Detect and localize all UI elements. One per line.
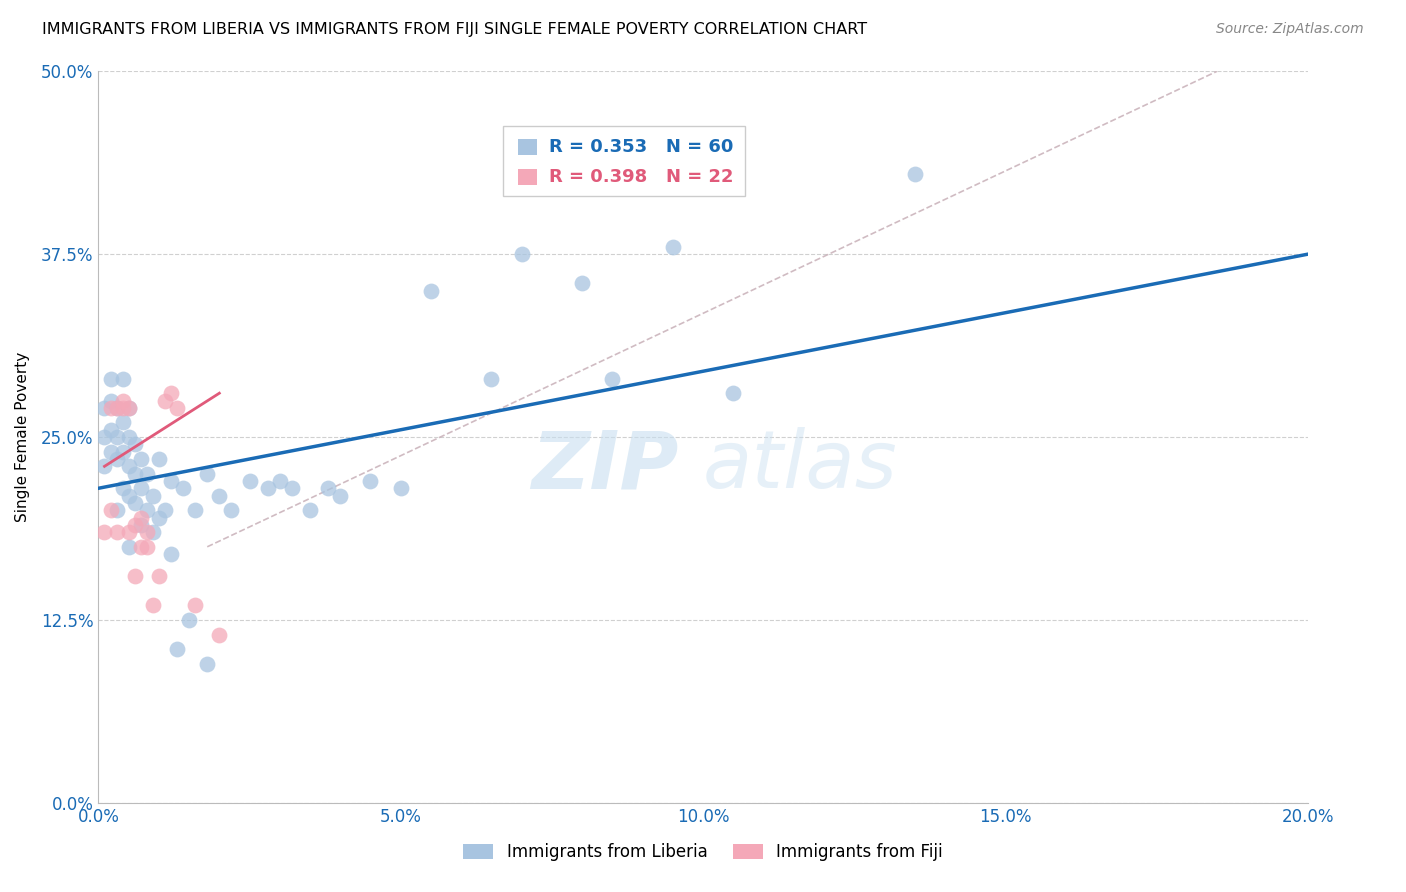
Point — [661, 240, 683, 254]
Point — [256, 481, 278, 495]
Point — [93, 525, 115, 540]
Legend: Immigrants from Liberia, Immigrants from Fiji: Immigrants from Liberia, Immigrants from… — [457, 837, 949, 868]
Point — [129, 517, 152, 532]
Point — [129, 452, 152, 467]
Point — [93, 401, 115, 415]
Point — [142, 525, 165, 540]
Point — [329, 489, 352, 503]
Point — [195, 657, 218, 671]
FancyBboxPatch shape — [503, 127, 745, 195]
Point — [93, 430, 115, 444]
Point — [316, 481, 339, 495]
Point — [166, 642, 188, 657]
Y-axis label: Single Female Poverty: Single Female Poverty — [15, 352, 30, 522]
Point — [124, 437, 146, 451]
Point — [118, 540, 141, 554]
Point — [129, 481, 152, 495]
Point — [148, 452, 170, 467]
Point — [153, 393, 176, 408]
Point — [100, 423, 122, 437]
Text: R = 0.353   N = 60: R = 0.353 N = 60 — [548, 138, 733, 156]
Point — [208, 627, 231, 641]
Point — [195, 467, 218, 481]
Point — [166, 401, 188, 415]
Point — [904, 167, 927, 181]
Point — [160, 386, 183, 401]
Point — [184, 503, 207, 517]
Point — [124, 517, 146, 532]
Point — [135, 503, 157, 517]
Point — [105, 452, 128, 467]
Point — [723, 386, 745, 401]
Point — [148, 510, 170, 524]
Point — [135, 525, 157, 540]
Point — [239, 474, 262, 488]
Point — [124, 467, 146, 481]
Text: IMMIGRANTS FROM LIBERIA VS IMMIGRANTS FROM FIJI SINGLE FEMALE POVERTY CORRELATIO: IMMIGRANTS FROM LIBERIA VS IMMIGRANTS FR… — [42, 22, 868, 37]
Point — [269, 474, 291, 488]
Point — [111, 401, 134, 415]
Point — [118, 401, 141, 415]
Text: R = 0.398   N = 22: R = 0.398 N = 22 — [548, 168, 733, 186]
Point — [124, 496, 146, 510]
Point — [111, 393, 134, 408]
Text: atlas: atlas — [703, 427, 898, 506]
Text: Source: ZipAtlas.com: Source: ZipAtlas.com — [1216, 22, 1364, 37]
Point — [184, 599, 207, 613]
Point — [111, 416, 134, 430]
Point — [111, 371, 134, 385]
Point — [179, 613, 201, 627]
Point — [105, 430, 128, 444]
Point — [129, 510, 152, 524]
Bar — [517, 169, 537, 185]
Point — [93, 459, 115, 474]
Point — [281, 481, 304, 495]
Point — [571, 277, 593, 291]
Point — [129, 540, 152, 554]
Point — [118, 525, 141, 540]
Point — [389, 481, 412, 495]
Point — [481, 371, 503, 385]
Point — [360, 474, 382, 488]
Point — [172, 481, 194, 495]
Point — [420, 284, 443, 298]
Point — [105, 401, 128, 415]
Point — [160, 474, 183, 488]
Bar — [517, 139, 537, 155]
Point — [105, 401, 128, 415]
Point — [118, 489, 141, 503]
Point — [100, 371, 122, 385]
Point — [118, 401, 141, 415]
Point — [142, 599, 165, 613]
Point — [153, 503, 176, 517]
Point — [135, 467, 157, 481]
Point — [602, 371, 624, 385]
Point — [118, 459, 141, 474]
Point — [208, 489, 231, 503]
Point — [100, 401, 122, 415]
Point — [100, 503, 122, 517]
Point — [105, 503, 128, 517]
Point — [142, 489, 165, 503]
Point — [135, 540, 157, 554]
Point — [221, 503, 243, 517]
Point — [105, 525, 128, 540]
Point — [160, 547, 183, 561]
Point — [510, 247, 533, 261]
Point — [299, 503, 322, 517]
Point — [111, 444, 134, 458]
Point — [148, 569, 170, 583]
Point — [118, 430, 141, 444]
Text: ZIP: ZIP — [531, 427, 679, 506]
Point — [100, 444, 122, 458]
Point — [100, 393, 122, 408]
Point — [111, 481, 134, 495]
Point — [124, 569, 146, 583]
